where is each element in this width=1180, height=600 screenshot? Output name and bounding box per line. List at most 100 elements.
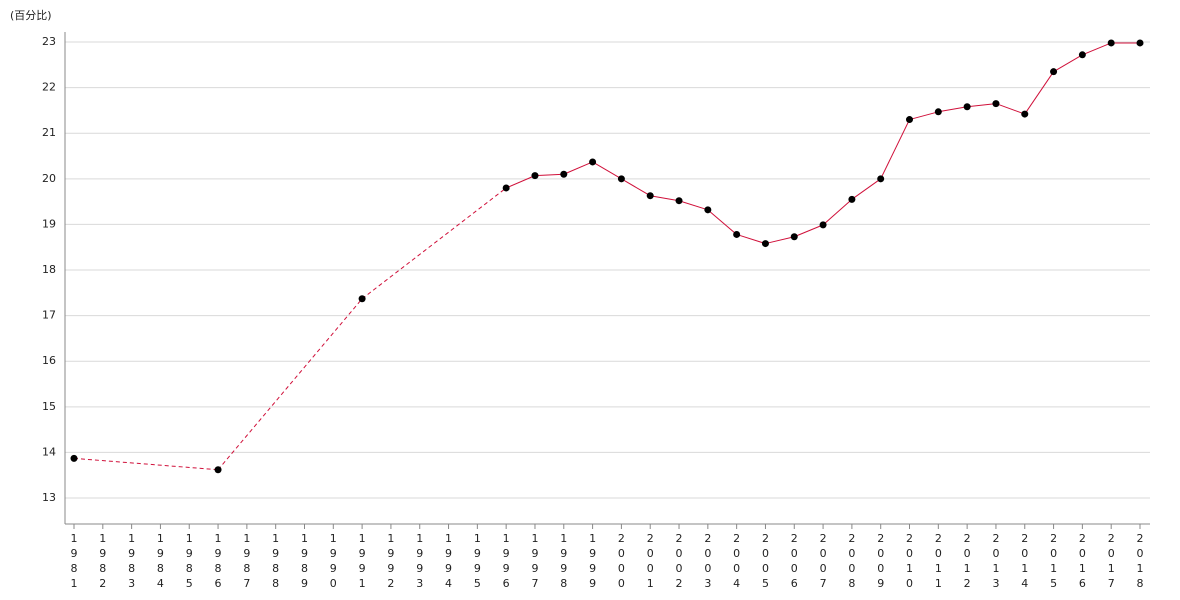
- x-tick-label: 2016: [1076, 532, 1089, 592]
- x-tick-label: 2010: [903, 532, 916, 592]
- line-segment: [880, 119, 910, 180]
- x-tick-label: 1993: [413, 532, 426, 592]
- line-segment: [505, 175, 536, 189]
- line-segment: [678, 200, 708, 211]
- x-tick-label: 1985: [183, 532, 196, 592]
- line-segment: [851, 178, 881, 200]
- line-segment: [938, 106, 968, 113]
- line-segment: [534, 173, 564, 177]
- x-tick-label: 2001: [644, 532, 657, 592]
- x-tick-label: 2004: [730, 532, 743, 592]
- line-segment: [1053, 54, 1083, 73]
- y-tick-label: 14: [42, 445, 56, 458]
- x-tick-label: 2000: [615, 532, 628, 592]
- x-tick-label: 2008: [845, 532, 858, 592]
- x-tick-label: 2007: [817, 532, 830, 592]
- x-tick-label: 1997: [528, 532, 541, 592]
- line-segment: [592, 161, 622, 180]
- point: [963, 103, 971, 111]
- point: [733, 230, 741, 238]
- line-segment: [650, 195, 680, 202]
- x-tick-label: 2012: [961, 532, 974, 592]
- line-segment: [73, 457, 219, 471]
- x-tick-label: 1996: [500, 532, 513, 592]
- x-tick-label: 2003: [701, 532, 714, 592]
- x-tick-label: 2018: [1134, 532, 1147, 592]
- x-tick-label: 1989: [298, 532, 311, 592]
- line-segment: [794, 224, 824, 238]
- point: [1050, 68, 1058, 76]
- point: [819, 221, 827, 229]
- x-tick-label: 2013: [989, 532, 1002, 592]
- line-segment: [1024, 71, 1054, 115]
- x-tick-label: 2009: [874, 532, 887, 592]
- x-tick-label: 1982: [96, 532, 109, 592]
- unit-label: (百分比): [10, 9, 52, 22]
- point: [617, 175, 625, 183]
- point: [790, 233, 798, 241]
- line-segment: [563, 161, 593, 175]
- x-tick-label: 1992: [384, 532, 397, 592]
- point: [906, 116, 914, 124]
- line-segment: [967, 103, 997, 108]
- point: [704, 206, 712, 214]
- point: [1021, 110, 1029, 118]
- point: [675, 197, 683, 205]
- y-tick-label: 20: [42, 172, 56, 185]
- line-segment: [822, 198, 853, 226]
- point: [877, 175, 885, 183]
- line-segment: [909, 111, 939, 121]
- point: [1136, 39, 1144, 47]
- x-tick-label: 1994: [442, 532, 455, 592]
- x-tick-label: 2017: [1105, 532, 1118, 592]
- point: [646, 192, 654, 200]
- x-tick-label: 2006: [788, 532, 801, 592]
- point: [1107, 39, 1115, 47]
- point: [560, 170, 568, 178]
- point: [358, 295, 366, 303]
- line-segment: [995, 103, 1025, 115]
- point: [531, 172, 539, 180]
- line-segment: [765, 236, 795, 245]
- x-tick-label: 2015: [1047, 532, 1060, 592]
- y-tick-label: 19: [42, 217, 56, 230]
- x-tick-label: 1998: [557, 532, 570, 592]
- line-segment: [707, 209, 737, 235]
- point: [70, 454, 78, 462]
- x-tick-label: 1988: [269, 532, 282, 592]
- x-tick-label: 1983: [125, 532, 138, 592]
- point: [848, 195, 856, 203]
- x-tick-label: 1995: [471, 532, 484, 592]
- x-tick-label: 2014: [1018, 532, 1031, 592]
- y-tick-label: 16: [42, 354, 56, 367]
- x-tick-label: 1984: [154, 532, 167, 592]
- line-segment: [736, 233, 766, 245]
- line-segment: [621, 178, 651, 197]
- point: [502, 184, 510, 192]
- point: [761, 240, 769, 248]
- point: [589, 158, 597, 166]
- line-segment: [1082, 42, 1112, 56]
- x-tick-label: 2005: [759, 532, 772, 592]
- point: [214, 466, 222, 474]
- x-tick-label: 1986: [212, 532, 225, 592]
- x-tick-label: 2002: [673, 532, 686, 592]
- x-tick-label: 1999: [586, 532, 599, 592]
- point: [1078, 51, 1086, 59]
- y-tick-label: 23: [42, 35, 56, 48]
- y-tick-label: 17: [42, 309, 56, 322]
- line-segment: [361, 187, 507, 300]
- x-tick-label: 1990: [327, 532, 340, 592]
- y-tick-label: 15: [42, 400, 56, 413]
- x-tick-label: 1987: [240, 532, 253, 592]
- point: [934, 108, 942, 116]
- x-tick-label: 1981: [68, 532, 81, 592]
- x-tick-label: 1991: [356, 532, 369, 592]
- line-segment: [217, 298, 363, 471]
- y-tick-label: 18: [42, 263, 56, 276]
- y-tick-label: 13: [42, 491, 56, 504]
- x-tick-label: 2011: [932, 532, 945, 592]
- point: [992, 100, 1000, 108]
- y-tick-label: 21: [42, 126, 56, 139]
